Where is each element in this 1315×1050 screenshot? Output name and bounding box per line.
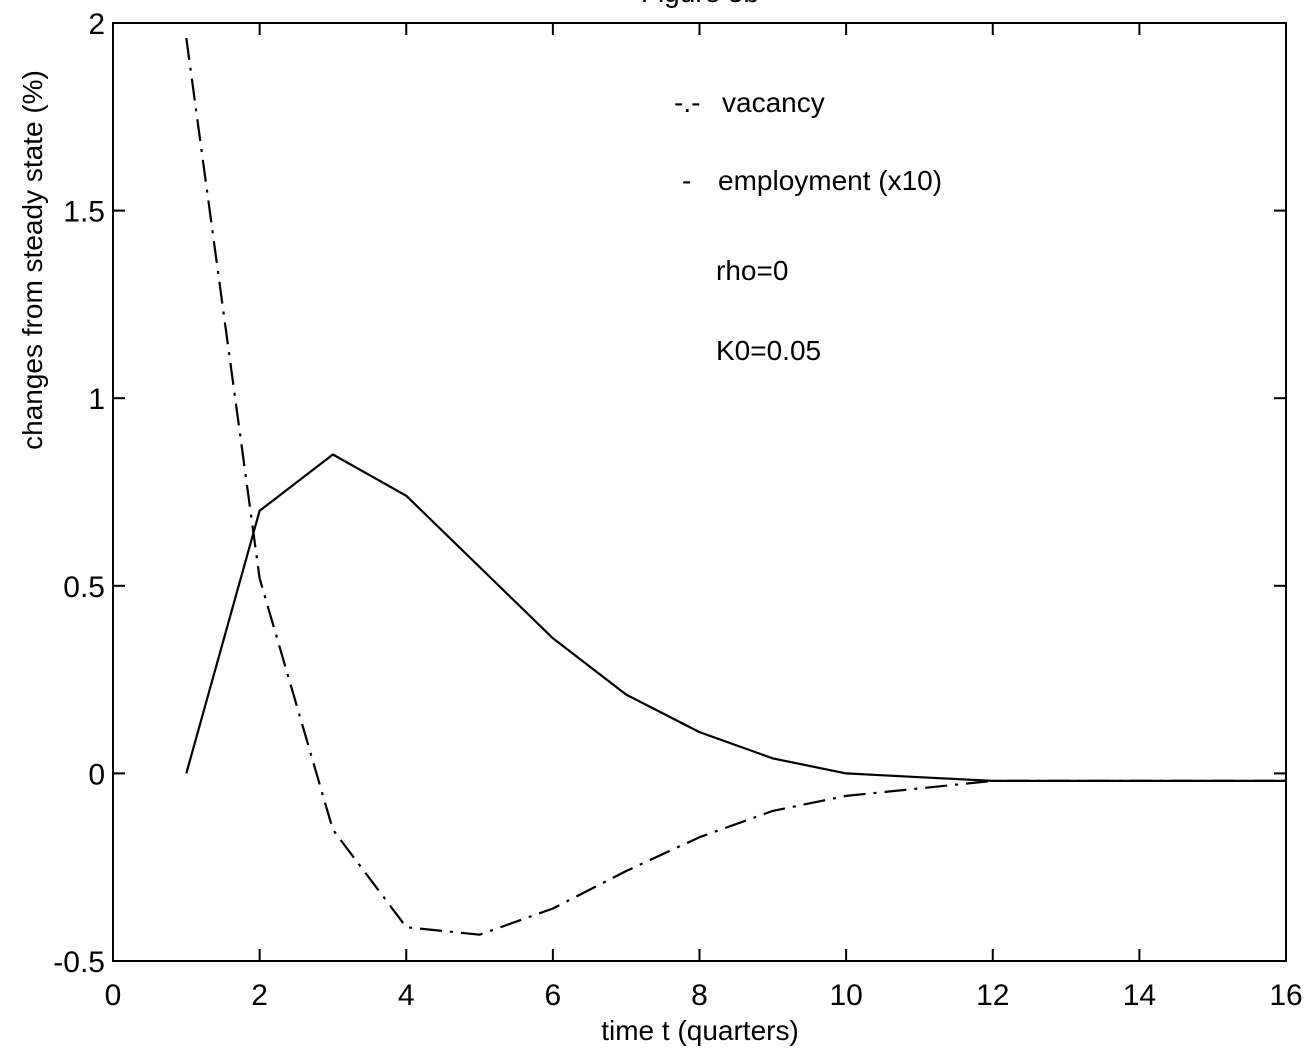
- y-tick-label: 2: [88, 8, 105, 41]
- plot-frame: [112, 22, 1287, 962]
- x-tick-label: 0: [105, 979, 122, 1012]
- x-tick-label: 8: [691, 979, 708, 1012]
- series-layer: [185, 37, 1286, 936]
- x-tick-label: 12: [976, 979, 1009, 1012]
- y-tick-label: 0.5: [63, 571, 105, 604]
- legend-label-employment: employment (x10): [718, 165, 942, 196]
- legend-label-vacancy: vacancy: [722, 87, 825, 118]
- y-tick-label: -0.5: [53, 946, 105, 979]
- x-tick-label: 4: [398, 979, 415, 1012]
- y-tick-label: 0: [88, 758, 105, 791]
- x-tick-label: 6: [545, 979, 562, 1012]
- x-tick-label: 2: [251, 979, 268, 1012]
- x-tick-label: 14: [1123, 979, 1156, 1012]
- x-axis-ticks: 0 2 4 6 8 10 12 14 16: [105, 23, 1303, 1012]
- series-line-employment: [185, 453, 1286, 783]
- chart-title: Figure 5b: [641, 0, 759, 8]
- x-tick-label: 16: [1269, 979, 1302, 1012]
- legend: -.- vacancy - employment (x10): [674, 87, 942, 196]
- y-axis-ticks: -0.5 0 0.5 1 1.5 2: [53, 8, 1286, 979]
- annotation-k0: K0=0.05: [716, 335, 821, 366]
- x-tick-label: 10: [829, 979, 862, 1012]
- legend-marker-vacancy: -.-: [674, 87, 700, 118]
- x-axis-title: time t (quarters): [601, 1015, 799, 1046]
- y-tick-label: 1.5: [63, 196, 105, 229]
- legend-marker-employment: -: [682, 165, 691, 196]
- y-tick-label: 1: [88, 383, 105, 416]
- y-axis-title: changes from steady state (%): [17, 70, 48, 450]
- annotation-rho: rho=0: [716, 255, 788, 286]
